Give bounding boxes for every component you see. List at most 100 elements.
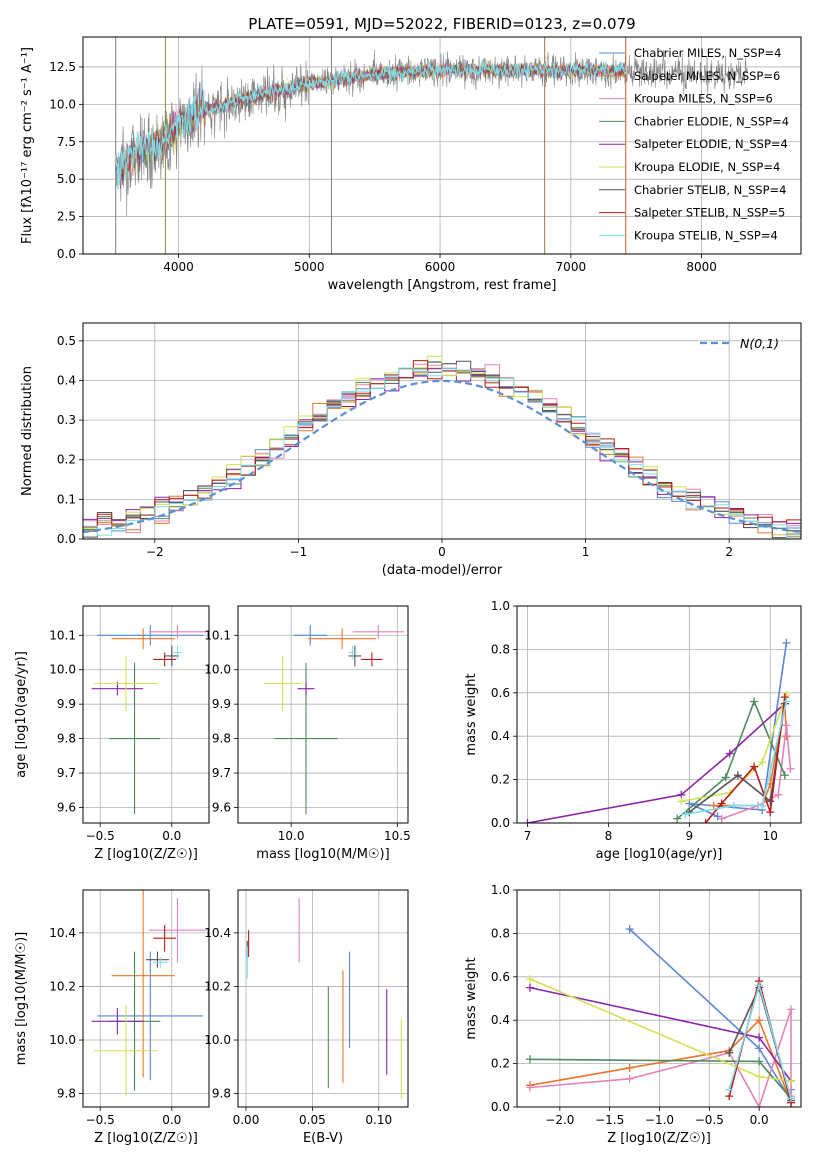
mass-weight-marker xyxy=(766,797,775,806)
mass-weight-marker xyxy=(725,749,734,758)
legend-entry: Salpeter ELODIE, N_SSP=4 xyxy=(634,137,788,151)
mass-weight-marker xyxy=(733,771,742,780)
mass-weight-marker xyxy=(525,974,534,983)
x-tick-label: 0.10 xyxy=(365,1113,392,1127)
mass-weight-marker xyxy=(625,1074,634,1083)
y-tick-label: 9.9 xyxy=(212,697,231,711)
y-tick-label: 1.0 xyxy=(491,883,510,897)
x-tick-label: −1.5 xyxy=(595,1113,624,1127)
mass-weight-marker xyxy=(755,1016,764,1025)
mass-weight-marker xyxy=(786,764,795,773)
y-tick-label: 2.5 xyxy=(57,210,76,224)
x-tick-label: 6000 xyxy=(425,260,456,274)
legend-entry: Salpeter MILES, N_SSP=6 xyxy=(634,69,780,83)
figure-title: PLATE=0591, MJD=52022, FIBERID=0123, z=0… xyxy=(248,15,635,33)
axes-frame xyxy=(82,605,210,824)
y-tick-label: 10.1 xyxy=(49,628,76,642)
y-tick-label: 9.7 xyxy=(212,766,231,780)
mass-weight-marker xyxy=(525,1055,534,1064)
mass-weight-marker xyxy=(713,812,722,821)
mass-weight-line xyxy=(685,701,788,816)
y-axis-label: mass weight xyxy=(464,673,479,755)
mass-weight-marker xyxy=(780,693,789,702)
mass-weight-line xyxy=(681,694,788,803)
x-tick-label: −1.0 xyxy=(645,1113,674,1127)
y-tick-label: 0.4 xyxy=(491,1013,510,1027)
mass-weight-marker xyxy=(755,1044,764,1053)
mass-weight-marker xyxy=(755,1033,764,1042)
mass-vs-metallicity-panel: −0.5 0.0 9.8 10.0 10.2 10.4 Z [log10(Z/Z☉)] mas… xyxy=(14,889,210,1146)
mass-weight-marker xyxy=(787,1076,796,1085)
mass-weight-marker xyxy=(523,819,532,823)
x-axis-label: age [log10(age/yr)] xyxy=(596,847,723,862)
x-tick-label: 4000 xyxy=(163,260,194,274)
mass-weight-marker xyxy=(766,808,775,817)
y-tick-label: 1.0 xyxy=(491,599,510,613)
y-axis-label: age [log10(age/yr)] xyxy=(14,651,29,778)
y-tick-label: 0.2 xyxy=(491,773,510,787)
y-tick-label: 0.4 xyxy=(491,729,510,743)
mass-weight-marker xyxy=(525,983,534,992)
y-tick-label: 0.0 xyxy=(57,247,76,261)
y-axis-label: Flux [fλ10⁻¹⁷ erg cm⁻² s⁻¹ A⁻¹] xyxy=(20,47,35,244)
y-tick-label: 9.8 xyxy=(57,1087,76,1101)
spectrum-panel: 4000 5000 6000 7000 8000 0.0 2.5 5.0 7.5 10.0 12.5… xyxy=(20,36,802,293)
y-tick-label: 9.8 xyxy=(212,732,231,746)
mass-weight-marker xyxy=(755,1103,764,1107)
mass-weight-marker xyxy=(758,758,767,767)
y-tick-label: 0.5 xyxy=(57,334,76,348)
y-axis-label: mass [log10(M/M☉)] xyxy=(14,932,29,1065)
legend-entry: N(0,1) xyxy=(740,336,779,351)
mass-weight-marker xyxy=(701,819,710,823)
x-tick-label: 0.0 xyxy=(750,1113,769,1127)
y-tick-label: 0.8 xyxy=(491,642,510,656)
x-tick-label: 10.5 xyxy=(384,829,411,843)
spectrum-legend: Chabrier MILES, N_SSP=4 Salpeter MILES, N… xyxy=(599,46,789,242)
histogram-step-line xyxy=(83,367,801,539)
mass-weight-line xyxy=(728,985,792,1101)
x-tick-label: 8 xyxy=(605,829,613,843)
y-tick-label: 0.3 xyxy=(57,413,76,427)
y-tick-label: 0.4 xyxy=(57,373,76,387)
mass-weight-marker xyxy=(755,981,764,990)
age-vs-mass-panel: 10.0 10.5 9.6 9.7 9.8 9.9 10.0 10.1 mass [log10(… xyxy=(204,605,411,862)
x-axis-label: Z [log10(Z/Z☉)] xyxy=(94,1131,198,1146)
mass-weight-marker xyxy=(673,814,682,823)
legend-entry: Kroupa STELIB, N_SSP=4 xyxy=(634,228,778,242)
x-tick-label: −2.0 xyxy=(545,1113,574,1127)
x-tick-label: 2 xyxy=(725,545,733,559)
y-tick-label: 10.4 xyxy=(49,926,76,940)
mass-weight-marker xyxy=(787,1094,796,1103)
mass-weight-marker xyxy=(755,1072,764,1081)
axes-frame xyxy=(237,605,409,824)
y-tick-label: 0.0 xyxy=(57,532,76,546)
y-tick-label: 12.5 xyxy=(49,60,76,74)
x-tick-label: −0.5 xyxy=(86,829,115,843)
x-tick-label: 0.00 xyxy=(233,1113,260,1127)
legend-entry: Salpeter STELIB, N_SSP=5 xyxy=(634,206,785,220)
x-tick-label: 0.0 xyxy=(162,1113,181,1127)
mass-weight-marker xyxy=(758,801,767,810)
y-tick-label: 0.6 xyxy=(491,686,510,700)
y-tick-label: 10.0 xyxy=(204,663,231,677)
mass-weight-marker xyxy=(717,799,726,808)
y-tick-label: 10.0 xyxy=(204,1033,231,1047)
x-axis-label: Z [log10(Z/Z☉)] xyxy=(94,847,198,862)
mass-weight-marker xyxy=(721,773,730,782)
y-tick-label: 9.6 xyxy=(57,801,76,815)
residuals-panel: −2 −1 0 1 2 0.0 0.1 0.2 0.3 0.4 0.5 (data-model)/er… xyxy=(20,322,802,578)
mass-weight-marker xyxy=(625,1063,634,1072)
y-tick-label: 9.8 xyxy=(212,1087,231,1101)
x-tick-label: −2 xyxy=(146,545,164,559)
mass-weight-marker xyxy=(717,814,726,823)
axes-frame xyxy=(516,605,802,824)
mass-weight-marker xyxy=(685,808,694,817)
weight-vs-metallicity-panel: −2.0 −1.5 −1.0 −0.5 0.0 0.0 0.2 0.4 0.6 0.8 1.0 Z [… xyxy=(464,883,802,1146)
legend-entry: Chabrier STELIB, N_SSP=4 xyxy=(634,183,786,197)
mass-weight-marker xyxy=(755,1057,764,1066)
y-axis-label: Normed distribution xyxy=(20,366,35,496)
mass-weight-marker xyxy=(780,771,789,780)
y-tick-label: 0.8 xyxy=(491,926,510,940)
x-axis-label: wavelength [Angstrom, rest frame] xyxy=(328,278,557,293)
axes-frame xyxy=(82,889,210,1108)
